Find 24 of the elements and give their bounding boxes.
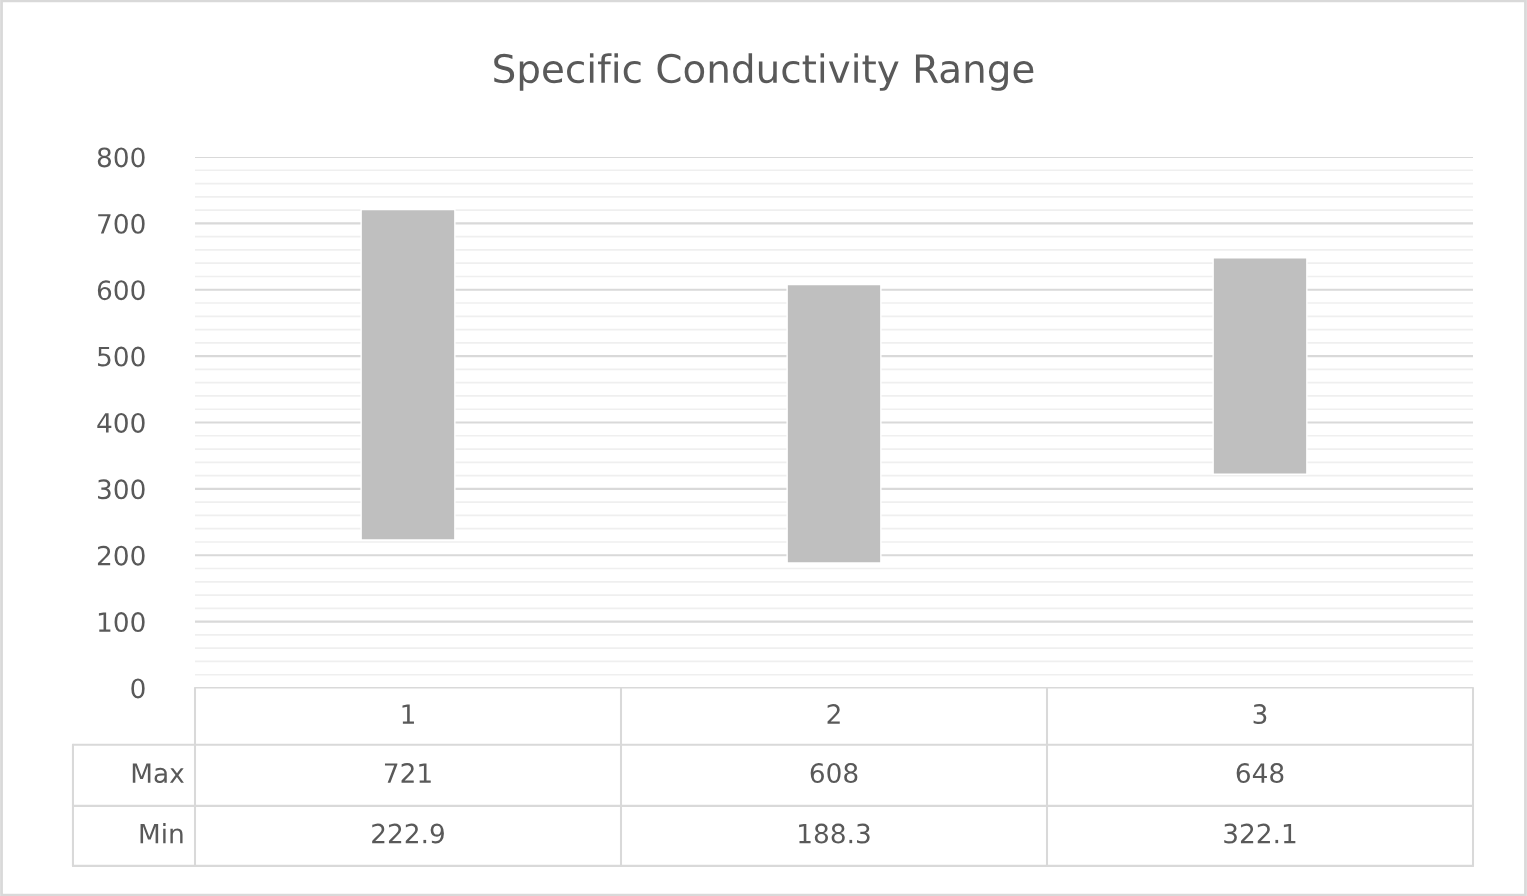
- y-tick-label: 300: [98, 479, 145, 500]
- bar: [786, 283, 882, 564]
- y-tick-label: 800: [97, 147, 145, 168]
- x-tick-label: 3: [1253, 704, 1267, 725]
- text: Min: [140, 823, 183, 844]
- x-tick-label: 1: [402, 704, 414, 724]
- text: 648: [1236, 763, 1284, 784]
- text: 322.1: [1224, 823, 1296, 844]
- y-tick-label: 0: [131, 678, 145, 699]
- y-tick-label: 700: [98, 213, 145, 234]
- bar: [1212, 257, 1308, 475]
- y-tick-label: 500: [98, 346, 145, 367]
- text: 222.9: [372, 823, 444, 844]
- chart-title: Specific Conductivity Range: [494, 53, 1034, 91]
- text: 608: [810, 763, 858, 784]
- y-tick-label: 600: [97, 280, 145, 301]
- x-tick-label: 2: [827, 704, 840, 724]
- text: 721: [384, 763, 431, 783]
- text: Max: [132, 763, 184, 784]
- bar: [360, 208, 456, 541]
- y-tick-label: 200: [97, 545, 145, 566]
- text: 188.3: [799, 823, 870, 844]
- y-tick-label: 100: [98, 612, 145, 633]
- y-tick-label: 400: [97, 412, 145, 433]
